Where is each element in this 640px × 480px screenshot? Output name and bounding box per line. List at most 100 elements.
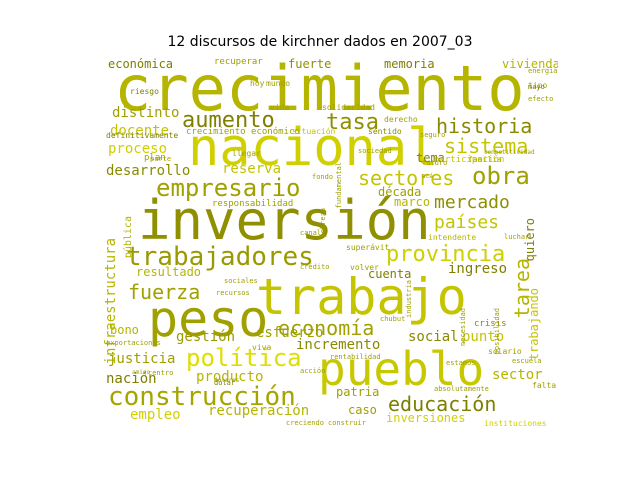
cloud-word: definitivamente [106, 131, 179, 140]
cloud-word: pública [123, 216, 134, 259]
cloud-word: nacional [188, 118, 439, 178]
cloud-word: crisis [474, 319, 507, 329]
cloud-word: ingreso [448, 261, 508, 277]
cloud-word: trabajadores [126, 242, 314, 272]
cloud-word: tema [416, 151, 445, 165]
cloud-word: competitividad [484, 149, 535, 156]
cloud-word: obra [472, 162, 530, 190]
cloud-word: tasa [326, 110, 379, 135]
cloud-word: escuela [512, 357, 542, 365]
cloud-word: recuperar [214, 58, 263, 67]
cloud-word: empleo [130, 407, 181, 423]
cloud-word: responsabilidad [212, 199, 294, 209]
cloud-word: gestión [176, 329, 236, 345]
cloud-word: recuperación [208, 403, 310, 419]
cloud-word: construcción [108, 382, 296, 412]
cloud-word: fuerte [288, 58, 332, 71]
cloud-word: docente [110, 123, 170, 139]
cloud-word: educación [388, 392, 497, 416]
cloud-word: absolutamente [434, 385, 489, 393]
cloud-word: riesgo [130, 87, 159, 96]
cloud-word: económica [108, 58, 174, 71]
cloud-word: vida [270, 103, 290, 112]
cloud-word: familia [468, 155, 502, 164]
cloud-word: proceso [108, 141, 168, 157]
cloud-word: peso [148, 290, 269, 348]
chart-title: 12 discursos de kirchner dados en 2007_0… [167, 34, 473, 50]
cloud-word: instituciones [484, 419, 547, 428]
cloud-word: chubut [380, 315, 406, 323]
cloud-word: amigo [132, 369, 151, 376]
cloud-word: rentabilidad [330, 353, 381, 361]
cloud-word: distinto [112, 105, 180, 121]
cloud-word: participación [434, 155, 505, 165]
cloud-word: aumento [182, 108, 275, 133]
cloud-word: bono [110, 323, 139, 337]
cloud-word: futuro [422, 159, 448, 167]
cloud-word: países [434, 212, 500, 233]
cloud-word: trabajo [256, 268, 467, 326]
cloud-word: mundo [266, 79, 291, 88]
cloud-word: sociedad [358, 147, 392, 155]
cloud-word: esfuerzo [256, 325, 324, 341]
cloud-word: justicia [108, 351, 176, 367]
cloud-word: empresario [156, 174, 301, 202]
cloud-word: intendente [428, 233, 477, 242]
cloud-word: pueblo [318, 342, 485, 396]
cloud-word: volver [350, 263, 379, 272]
cloud-word: canal [300, 229, 322, 237]
cloud-word: provincia [386, 242, 506, 267]
cloud-word: llegar [232, 149, 261, 158]
cloud-word: pobreza [319, 208, 327, 238]
cloud-word: superávit [346, 243, 390, 252]
cloud-word: estamos [446, 359, 476, 367]
cloud-word: sector [492, 367, 543, 383]
cloud-word: energía [528, 67, 558, 75]
cloud-word: inversiones [386, 411, 466, 425]
cloud-word: industria [405, 280, 413, 318]
cloud-word: caso [348, 403, 377, 417]
cloud-word: efecto [528, 95, 554, 103]
cloud-word: recursos [216, 289, 250, 297]
cloud-word: acción [300, 367, 326, 375]
cloud-word: social [408, 329, 459, 345]
cloud-word: política [186, 344, 302, 372]
cloud-word: exportaciones [106, 339, 161, 347]
cloud-word: centro [148, 369, 174, 377]
cloud-word: tipo [528, 81, 548, 90]
cloud-word: sectores [358, 166, 455, 190]
cloud-word: situación [292, 127, 336, 136]
cloud-word: fundamental [335, 162, 343, 209]
cloud-word: fondo [312, 173, 334, 181]
cloud-word: dólar [214, 379, 236, 387]
cloud-word: construir [328, 419, 366, 427]
cloud-word: historia [436, 114, 533, 138]
cloud-word: viva [252, 343, 272, 352]
cloud-word: parte [150, 155, 172, 163]
cloud-word: desarrollo [106, 163, 191, 179]
cloud-word: acá [422, 173, 433, 180]
word-cloud: crecimiento nacional inversión trabajo peso p… [104, 58, 558, 428]
cloud-word: cuenta [368, 267, 412, 281]
cloud-word: sentido [368, 127, 402, 136]
cloud-word: hoy [250, 79, 265, 88]
cloud-word: incremento [296, 337, 381, 353]
cloud-word: luchar [504, 233, 530, 241]
cloud-word: solario [488, 347, 522, 356]
cloud-word: memoria [384, 58, 435, 71]
cloud-word: seguro [420, 131, 446, 139]
cloud-word: plan [144, 153, 166, 163]
cloud-word: sociales [224, 277, 258, 285]
cloud-word: fuerza [128, 280, 201, 304]
cloud-word: solidaridad [322, 103, 375, 112]
cloud-word: posibilidad [493, 308, 501, 355]
cloud-word: economía [278, 316, 375, 340]
cloud-word: sistema [444, 134, 529, 158]
cloud-word: dólares [214, 377, 240, 384]
cloud-word: mercado [434, 192, 510, 213]
cloud-word: reserva [222, 161, 282, 177]
cloud-word: punto [462, 329, 505, 345]
cloud-word: derecho [384, 115, 418, 124]
cloud-word: creciendo [286, 419, 324, 427]
cloud-word: década [378, 185, 422, 199]
